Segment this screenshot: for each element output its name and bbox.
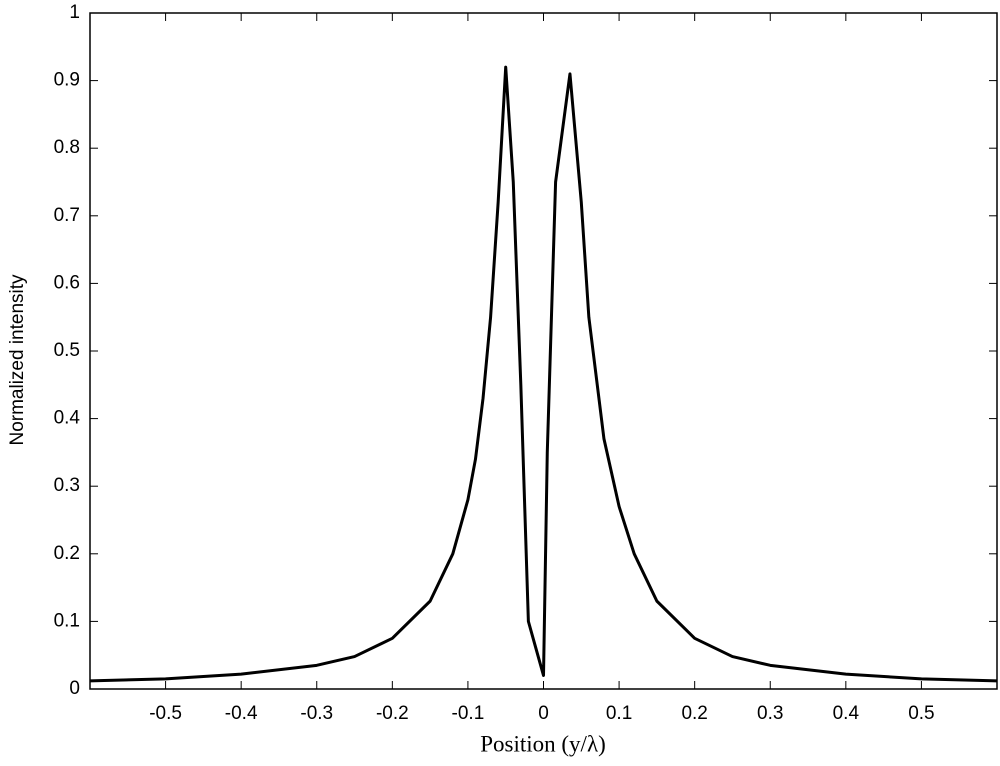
x-tick-label: 0.4 [833,703,860,724]
y-tick-label: 0.5 [54,340,80,361]
y-axis-label: Normalized intensity [7,274,28,446]
y-tick-label: 0.3 [54,475,80,496]
x-tick-label: 0.1 [606,703,632,724]
x-tick-label: 0.5 [908,703,934,724]
data-line [89,65,998,683]
x-tick-label: -0.1 [452,703,485,724]
x-tick-label: 0.3 [757,703,783,724]
y-tick-label: 0.2 [54,543,80,564]
y-tick-label: 0.8 [54,137,80,158]
y-tick-label: 0 [69,678,80,699]
y-tick-label: 0.6 [54,272,80,293]
x-axis-label: Position (y/λ) [480,731,606,756]
y-tick-label: 0.7 [54,205,80,226]
x-tick-label: 0 [538,703,549,724]
y-tick-label: 0.9 [54,70,80,91]
x-tick-label: 0.2 [681,703,707,724]
x-tick-label: -0.4 [225,703,258,724]
y-tick-label: 0.1 [54,610,80,631]
x-tick-label: -0.5 [149,703,182,724]
y-tick-label: 0.4 [54,408,81,429]
y-tick-label: 1 [69,2,80,23]
x-tick-label: -0.3 [300,703,333,724]
x-tick-label: -0.2 [376,703,409,724]
